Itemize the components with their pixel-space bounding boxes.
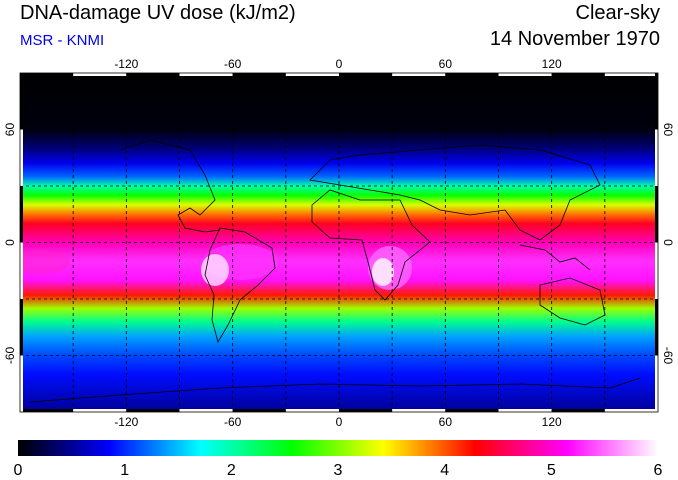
colorbar xyxy=(18,440,658,456)
frame-segment xyxy=(604,73,658,76)
indonesia-coast xyxy=(519,244,591,271)
colorbar-labels: 0 1 2 3 4 5 6 xyxy=(14,462,663,479)
frame-segment xyxy=(20,186,23,243)
frame-segment xyxy=(232,73,286,76)
andes-maximum xyxy=(201,254,229,286)
lon-tick-label-top: -60 xyxy=(224,57,242,71)
colorbar-label: 5 xyxy=(547,462,556,479)
lat-tick-label-left: -60 xyxy=(3,347,17,365)
frame-segment xyxy=(655,186,658,243)
frame-segment xyxy=(179,73,233,76)
frame-segment xyxy=(655,242,658,299)
coastlines xyxy=(29,139,641,403)
frame-segment xyxy=(20,299,23,356)
lat-tick-label-right: 60 xyxy=(661,123,675,137)
lat-tick-label-left: 0 xyxy=(3,239,17,246)
north-america-coast xyxy=(119,139,221,233)
frame-segment xyxy=(392,73,446,76)
frame-segment xyxy=(20,242,23,299)
frame-segment xyxy=(339,409,393,412)
lon-tick-label-bottom: 0 xyxy=(336,415,343,429)
colorbar-label: 6 xyxy=(654,462,663,479)
lon-tick-label-bottom: 60 xyxy=(439,415,453,429)
frame-segment xyxy=(655,73,658,130)
frame-segment xyxy=(20,409,74,412)
frame-segment xyxy=(179,409,233,412)
lon-tick-labels-bottom: -120 -60 0 60 120 xyxy=(114,415,562,429)
frame-segment xyxy=(20,355,23,412)
frame-segment xyxy=(285,409,339,412)
frame-segment xyxy=(498,409,552,412)
southern-africa-maximum xyxy=(372,258,394,286)
frame-segment xyxy=(655,355,658,412)
lon-tick-labels-top: -120 -60 0 60 120 xyxy=(114,57,562,71)
frame-segment xyxy=(20,73,23,130)
frame-segment xyxy=(655,129,658,186)
pacific-hotspot xyxy=(20,250,70,274)
lon-tick-label-top: 0 xyxy=(336,57,343,71)
lon-tick-label-top: 60 xyxy=(439,57,453,71)
frame-segment xyxy=(445,73,499,76)
lon-tick-label-top: 120 xyxy=(542,57,562,71)
frame-segment xyxy=(20,73,74,76)
colorbar-label: 4 xyxy=(440,462,449,479)
south-america-coast xyxy=(204,227,276,344)
antarctica-coast xyxy=(29,377,641,403)
lat-tick-label-right: -60 xyxy=(661,347,675,365)
frame-segment xyxy=(232,409,286,412)
map-date: 14 November 1970 xyxy=(489,28,660,50)
frame-segment xyxy=(339,73,393,76)
frame-segment xyxy=(551,73,605,76)
frame-segment xyxy=(498,73,552,76)
frame-segment xyxy=(604,409,658,412)
source-label: MSR - KNMI xyxy=(20,32,105,49)
frame-segment xyxy=(445,409,499,412)
map-frame xyxy=(20,73,658,412)
sky-condition: Clear-sky xyxy=(575,2,660,24)
colorbar-label: 0 xyxy=(14,462,23,479)
colorbar-label: 1 xyxy=(120,462,129,479)
frame-segment xyxy=(551,409,605,412)
frame-segment xyxy=(73,73,127,76)
lon-tick-label-bottom: -120 xyxy=(114,415,138,429)
frame-segment xyxy=(392,409,446,412)
africa-coast xyxy=(311,189,431,301)
colorbar-label: 3 xyxy=(334,462,343,479)
lat-tick-labels-right: 60 0 -60 xyxy=(661,123,675,365)
lon-tick-label-bottom: -60 xyxy=(224,415,242,429)
frame-segment xyxy=(73,409,127,412)
frame-segment xyxy=(655,299,658,356)
lat-tick-label-right: 0 xyxy=(661,239,675,246)
lat-tick-label-left: 60 xyxy=(3,123,17,137)
lon-tick-label-top: -120 xyxy=(114,57,138,71)
australia-coast xyxy=(539,277,606,326)
frame-segment xyxy=(285,73,339,76)
graticule xyxy=(20,73,658,412)
map-border xyxy=(19,72,659,413)
lat-tick-labels-left: 60 0 -60 xyxy=(3,123,17,365)
frame-segment xyxy=(126,73,180,76)
map-title: DNA-damage UV dose (kJ/m2) xyxy=(20,2,296,24)
lon-tick-label-bottom: 120 xyxy=(542,415,562,429)
frame-segment xyxy=(126,409,180,412)
eurasia-coast xyxy=(309,144,601,241)
frame-segment xyxy=(20,129,23,186)
colorbar-label: 2 xyxy=(227,462,236,479)
